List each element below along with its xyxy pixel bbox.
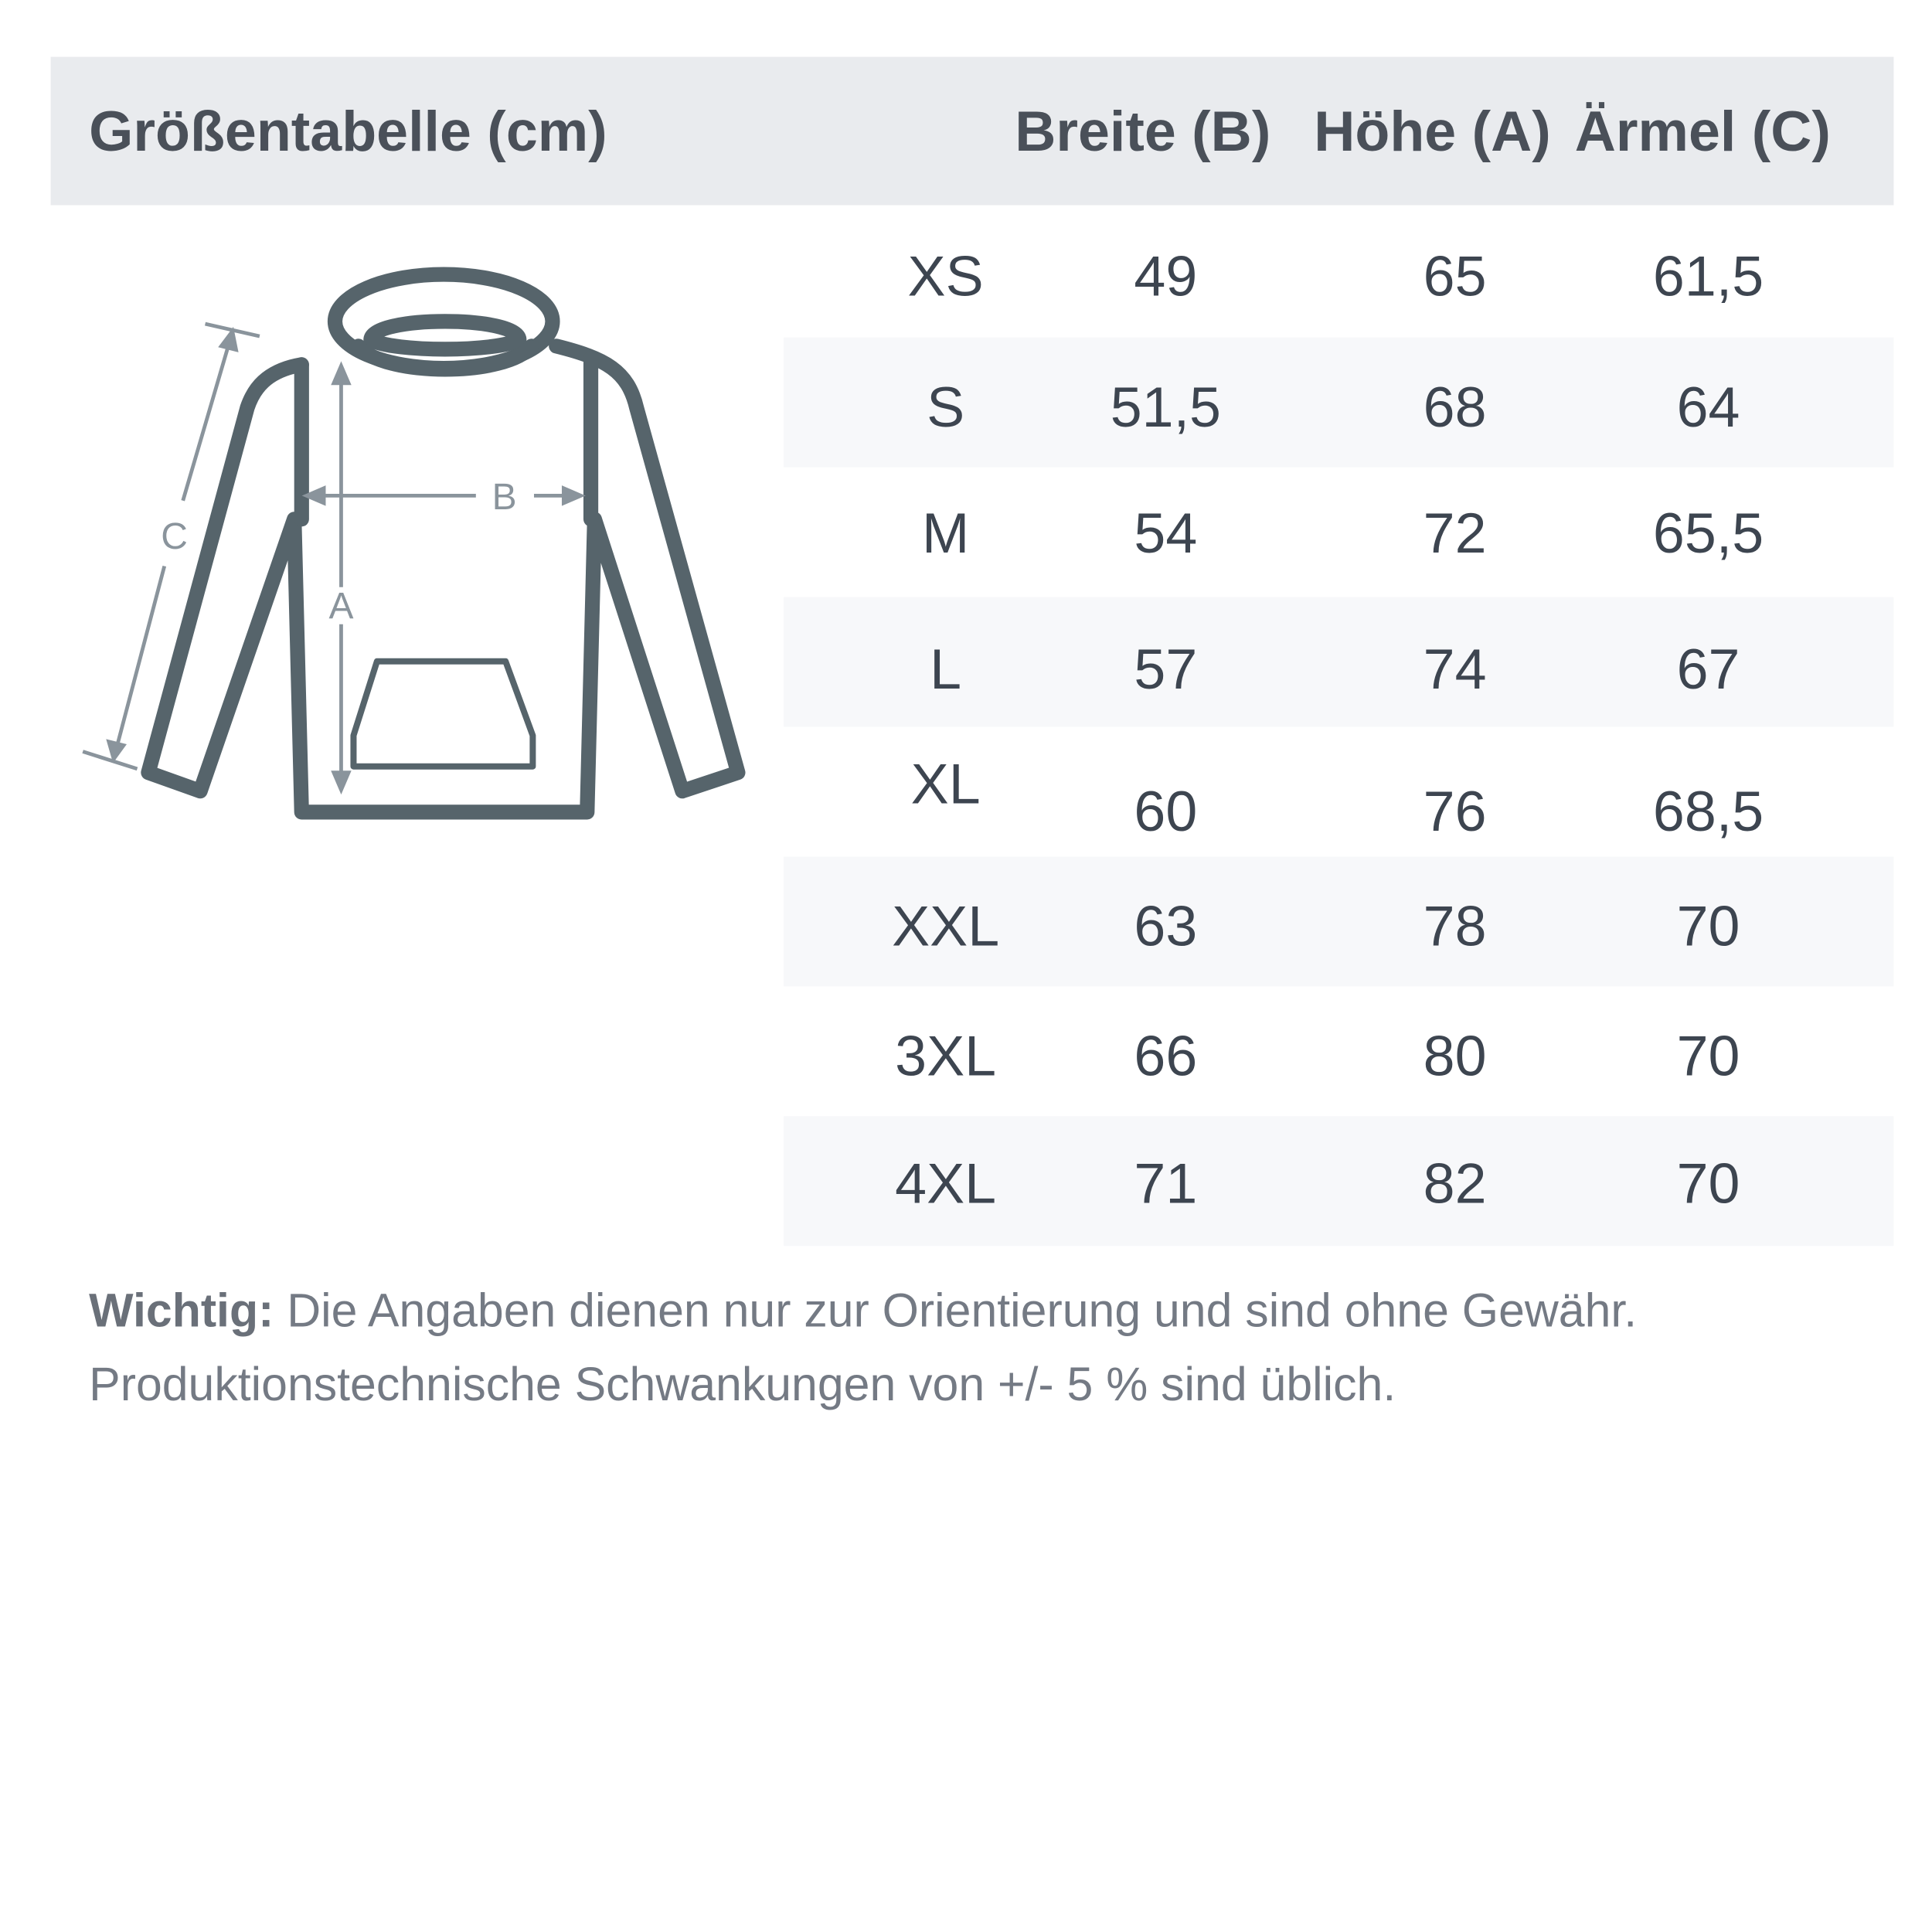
- note-line-1: Wichtig: Die Angaben dienen nur zur Orie…: [89, 1283, 1637, 1340]
- cell-size: 3XL: [895, 1023, 997, 1088]
- hood-collar: [351, 338, 539, 377]
- cell-width: 54: [1134, 500, 1198, 565]
- column-header-height: Höhe (A): [1314, 98, 1551, 164]
- cell-size: 4XL: [895, 1151, 997, 1216]
- cell-size: L: [930, 636, 962, 701]
- cell-height: 65: [1423, 243, 1487, 308]
- cell-sleeve: 67: [1676, 636, 1740, 701]
- note-text-2: Produktionstechnische Schwankungen von +…: [89, 1359, 1396, 1412]
- pocket-outline: [350, 658, 536, 770]
- cell-size: XL: [910, 751, 981, 816]
- arrow-up-icon: [331, 361, 352, 386]
- table-row: [784, 337, 1894, 468]
- column-header-width: Breite (B): [1015, 98, 1271, 164]
- cell-height: 68: [1423, 374, 1487, 439]
- arrow-left-icon: [301, 485, 326, 506]
- measure-c-line: [181, 335, 233, 502]
- cell-height: 76: [1423, 778, 1487, 843]
- hoodie-diagram: A B C: [82, 267, 746, 820]
- cell-sleeve: 64: [1676, 374, 1740, 439]
- cell-height: 74: [1423, 636, 1487, 701]
- cell-width: 63: [1134, 893, 1198, 958]
- arrow-down-icon: [331, 770, 352, 795]
- cell-width: 66: [1134, 1023, 1198, 1088]
- note-text-1: Die Angaben dienen nur zur Orientierung …: [274, 1285, 1638, 1338]
- arrow-up-icon: [218, 326, 239, 352]
- arrow-right-icon: [561, 485, 586, 506]
- cell-sleeve: 68,5: [1652, 778, 1764, 843]
- cell-sleeve: 70: [1676, 1151, 1740, 1216]
- cell-size: S: [927, 374, 965, 439]
- cell-height: 80: [1423, 1023, 1487, 1088]
- table-row: [784, 597, 1894, 727]
- cell-width: 60: [1134, 778, 1198, 843]
- chart-title: Größentabelle (cm): [89, 98, 607, 164]
- column-header-sleeve: Ärmel (C): [1574, 98, 1831, 164]
- hood-inner: [363, 314, 527, 357]
- cell-sleeve: 65,5: [1652, 500, 1764, 565]
- label-c: C: [161, 516, 188, 557]
- cell-size: XXL: [892, 893, 1000, 958]
- label-a: A: [328, 586, 353, 627]
- cell-width: 49: [1134, 243, 1198, 308]
- cell-height: 78: [1423, 893, 1487, 958]
- cell-width: 57: [1134, 636, 1198, 701]
- cell-height: 72: [1423, 500, 1487, 565]
- cell-width: 51,5: [1110, 374, 1221, 439]
- arrow-down-icon: [106, 739, 127, 764]
- cell-height: 82: [1423, 1151, 1487, 1216]
- cell-width: 71: [1134, 1151, 1198, 1216]
- cell-size: M: [921, 500, 970, 565]
- table-header: [50, 56, 1894, 206]
- cell-sleeve: 70: [1676, 893, 1740, 958]
- table-row: [784, 1116, 1894, 1247]
- cell-sleeve: 61,5: [1652, 243, 1764, 308]
- cell-sleeve: 70: [1676, 1023, 1740, 1088]
- hoodie-body-outline: [141, 338, 746, 820]
- cell-size: XS: [907, 243, 984, 308]
- table-row: [784, 856, 1894, 987]
- note-label: Wichtig:: [89, 1285, 274, 1338]
- label-b: B: [492, 477, 517, 518]
